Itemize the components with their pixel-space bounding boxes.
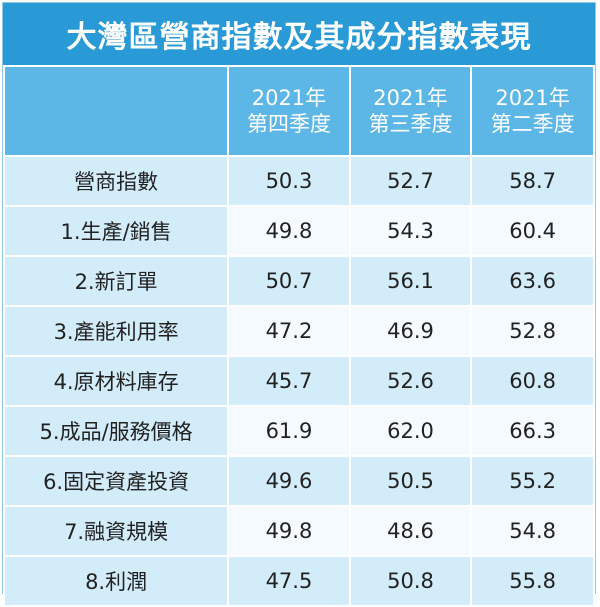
table-row: 營商指數 50.3 52.7 58.7 — [2, 155, 595, 207]
table-title: 大灣區營商指數及其成分指數表現 — [3, 3, 595, 65]
row-label: 6.固定資產投資 — [2, 455, 230, 507]
table-cell: 66.3 — [470, 405, 595, 457]
table-cell: 50.3 — [227, 155, 351, 207]
header-quarter: 第四季度 — [246, 112, 331, 136]
row-label: 8.利潤 — [2, 555, 230, 607]
header-cell: 2021年 第二季度 — [470, 65, 595, 157]
header-year: 2021年 — [251, 85, 327, 110]
table-cell: 49.8 — [227, 205, 351, 257]
row-label: 2.新訂單 — [2, 255, 230, 307]
table-cell: 47.5 — [227, 555, 351, 607]
table-cell: 54.3 — [348, 205, 473, 257]
row-label: 4.原材料庫存 — [2, 355, 230, 407]
table-cell: 52.8 — [470, 305, 595, 357]
header-year: 2021年 — [495, 85, 570, 110]
table-cell: 49.6 — [227, 455, 351, 507]
table-cell: 61.9 — [227, 405, 351, 457]
table-row: 3.產能利用率 47.2 46.9 52.8 — [2, 305, 595, 357]
table-cell: 58.7 — [470, 155, 595, 207]
table-cell: 62.0 — [348, 405, 473, 457]
table-cell: 49.8 — [227, 505, 351, 557]
table-row: 8.利潤 47.5 50.8 55.8 — [2, 555, 595, 607]
table-cell: 46.9 — [348, 305, 473, 357]
table-cell: 55.2 — [470, 455, 595, 507]
table-body: 營商指數 50.3 52.7 58.7 1.生產/銷售 49.8 54.3 60.4 2.新訂單… — [2, 155, 595, 607]
table-cell: 60.8 — [470, 355, 595, 407]
table: 2021年 第四季度 2021年 第三季度 2021年 第二季度 營商指數 50.3 52.7… — [2, 65, 595, 607]
header-quarter: 第三季度 — [368, 112, 453, 136]
header-cell — [2, 65, 230, 157]
header-quarter: 第二季度 — [490, 112, 575, 136]
table-row: 2.新訂單 50.7 56.1 63.6 — [2, 255, 595, 307]
row-label: 1.生產/銷售 — [2, 205, 230, 257]
header-row: 2021年 第四季度 2021年 第三季度 2021年 第二季度 — [2, 65, 595, 157]
header-cell: 2021年 第三季度 — [348, 65, 473, 157]
table-row: 6.固定資產投資 49.6 50.5 55.2 — [2, 455, 595, 507]
table-row: 5.成品/服務價格 61.9 62.0 66.3 — [2, 405, 595, 457]
table-cell: 54.8 — [470, 505, 595, 557]
table-row: 7.融資規模 49.8 48.6 54.8 — [2, 505, 595, 557]
table-cell: 50.7 — [227, 255, 351, 307]
table-cell: 45.7 — [227, 355, 351, 407]
row-label: 7.融資規模 — [2, 505, 230, 557]
table-row: 1.生產/銷售 49.8 54.3 60.4 — [2, 205, 595, 257]
table-cell: 63.6 — [470, 255, 595, 307]
row-label: 營商指數 — [2, 155, 230, 207]
table-cell: 50.8 — [348, 555, 473, 607]
table-cell: 47.2 — [227, 305, 351, 357]
table-cell: 55.8 — [470, 555, 595, 607]
table-cell: 60.4 — [470, 205, 595, 257]
row-label: 3.產能利用率 — [2, 305, 230, 357]
row-label: 5.成品/服務價格 — [2, 405, 230, 457]
header-cell: 2021年 第四季度 — [227, 65, 351, 157]
table-cell: 56.1 — [348, 255, 473, 307]
table-cell: 48.6 — [348, 505, 473, 557]
table-row: 4.原材料庫存 45.7 52.6 60.8 — [2, 355, 595, 407]
header-year: 2021年 — [373, 85, 448, 110]
table-cell: 52.6 — [348, 355, 473, 407]
table-cell: 52.7 — [348, 155, 473, 207]
table-cell: 50.5 — [348, 455, 473, 507]
